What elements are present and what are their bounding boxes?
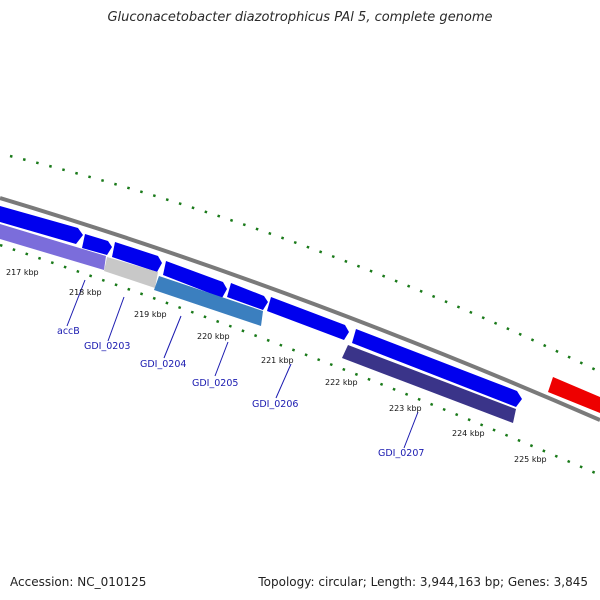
forward-cds-5[interactable]: [227, 283, 268, 310]
reverse-cds-gdi-0207[interactable]: [342, 345, 516, 423]
forward-cds-4[interactable]: [163, 261, 227, 298]
outer-tick-ring: [9, 154, 600, 374]
feature-gdi-0203[interactable]: [104, 257, 158, 288]
gene-label-gdi-0206[interactable]: GDI_0206: [252, 399, 298, 410]
leader-gdi-0205: [214, 341, 229, 377]
gene-label-gdi-0203[interactable]: GDI_0203: [84, 341, 130, 352]
accession-text: Accession: NC_010125: [10, 575, 147, 589]
scale-label: 220 kbp: [197, 332, 230, 341]
scale-label: 218 kbp: [69, 288, 102, 297]
leader-gdi-0203: [107, 296, 125, 342]
scale-label: 217 kbp: [6, 268, 39, 277]
leader-accB: [66, 279, 86, 327]
scale-labels: 217 kbp 218 kbp 219 kbp 220 kbp 221 kbp …: [6, 268, 547, 464]
forward-cds-3[interactable]: [112, 242, 162, 272]
gene-label-accB[interactable]: accB: [57, 326, 80, 337]
reverse-strand-features: [0, 224, 516, 423]
gene-label-leaders: [66, 279, 419, 449]
leader-gdi-0207: [403, 411, 419, 449]
gene-label-gdi-0204[interactable]: GDI_0204: [140, 359, 186, 370]
forward-cds-2[interactable]: [82, 234, 112, 255]
reverse-cds-accB[interactable]: [0, 224, 106, 270]
scale-label: 224 kbp: [452, 429, 485, 438]
inner-tick-ring: [0, 243, 600, 477]
gene-label-gdi-0207[interactable]: GDI_0207: [378, 448, 424, 459]
scale-label: 223 kbp: [389, 404, 422, 413]
leader-gdi-0204: [163, 315, 182, 359]
map-title: Gluconacetobacter diazotrophicus PAl 5, …: [107, 10, 493, 25]
leader-gdi-0206: [275, 363, 292, 399]
forward-strand-features: [0, 206, 522, 407]
reverse-cds-gdi-0204[interactable]: [154, 276, 263, 326]
scale-label: 225 kbp: [514, 455, 547, 464]
gene-labels: accB GDI_0203 GDI_0204 GDI_0205 GDI_0206…: [57, 326, 424, 459]
forward-cds-1[interactable]: [0, 206, 83, 244]
rna-feature[interactable]: [548, 377, 600, 413]
topology-text: Topology: circular; Length: 3,944,163 bp…: [258, 575, 588, 589]
scale-label: 219 kbp: [134, 310, 167, 319]
scale-label: 221 kbp: [261, 356, 294, 365]
forward-cds-6[interactable]: [267, 297, 349, 340]
gene-label-gdi-0205[interactable]: GDI_0205: [192, 378, 238, 389]
scale-label: 222 kbp: [325, 378, 358, 387]
genome-backbone: [0, 196, 600, 422]
forward-cds-7[interactable]: [352, 329, 522, 407]
